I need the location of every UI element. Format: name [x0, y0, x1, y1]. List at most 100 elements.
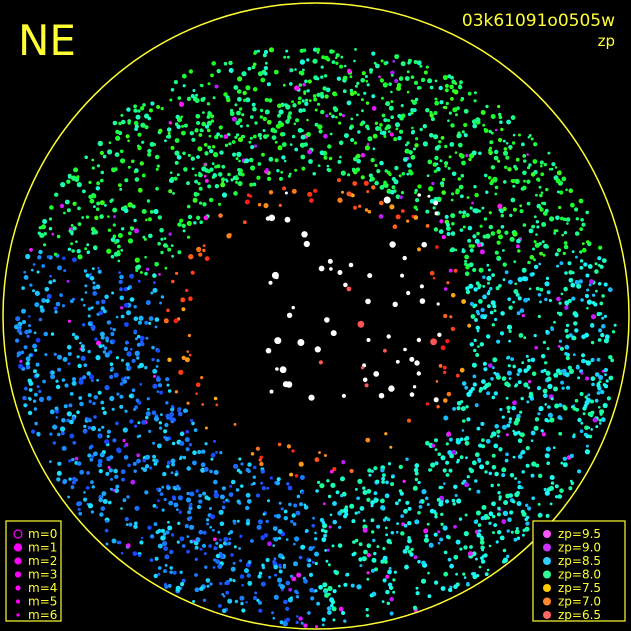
star [288, 172, 292, 176]
star [86, 471, 90, 475]
star [484, 572, 489, 577]
star [167, 584, 172, 588]
star [560, 292, 564, 296]
star [421, 241, 428, 248]
star [423, 70, 428, 75]
star [56, 234, 61, 239]
star [237, 181, 243, 187]
star [160, 535, 166, 541]
star [400, 514, 405, 518]
star [384, 516, 388, 520]
star [149, 558, 154, 562]
star [198, 493, 203, 498]
star [123, 287, 128, 292]
star [540, 160, 544, 165]
star [126, 376, 130, 380]
star [193, 221, 197, 225]
star [385, 101, 391, 107]
star [571, 250, 575, 254]
star [206, 128, 211, 133]
star [503, 500, 508, 505]
star [471, 572, 475, 576]
star [278, 563, 282, 567]
star [186, 181, 190, 186]
star [537, 293, 542, 297]
star [187, 510, 192, 515]
zp-legend: zp=9.5zp=9.0zp=8.5zp=8.0zp=7.5zp=7.0zp=6… [532, 520, 626, 622]
star [397, 113, 402, 119]
star [59, 293, 63, 297]
star [83, 430, 87, 434]
star [141, 173, 146, 178]
star [546, 461, 550, 466]
star [255, 446, 260, 451]
star [194, 128, 199, 133]
star [212, 173, 218, 178]
star [275, 480, 281, 486]
star [144, 320, 149, 325]
star [403, 523, 408, 528]
star [268, 156, 274, 162]
star [382, 555, 388, 561]
star [203, 552, 207, 556]
star [480, 516, 485, 521]
legend-symbol [543, 584, 551, 592]
star [69, 299, 74, 304]
star [94, 215, 99, 220]
star [91, 193, 97, 199]
star [590, 323, 595, 327]
star [486, 382, 492, 387]
star [74, 335, 79, 340]
star [336, 76, 342, 81]
star [265, 557, 270, 563]
legend-symbol [543, 543, 551, 552]
star [177, 222, 182, 227]
star [379, 78, 384, 83]
star [598, 375, 603, 380]
star [57, 265, 62, 271]
star [471, 362, 477, 368]
star [456, 133, 462, 138]
star [277, 536, 282, 540]
star [566, 385, 570, 390]
star [527, 386, 531, 389]
star [220, 494, 225, 500]
star [235, 175, 238, 178]
star [520, 432, 525, 438]
star [327, 585, 333, 592]
star [78, 511, 83, 516]
star [337, 270, 343, 275]
star [351, 519, 356, 524]
star [92, 401, 96, 406]
star [449, 563, 454, 569]
star [23, 345, 28, 350]
star [406, 219, 410, 223]
image-id: 03k61091o0505w [462, 11, 615, 31]
star [335, 53, 340, 58]
star [490, 483, 494, 488]
star [505, 452, 509, 457]
star [238, 107, 243, 111]
star [442, 468, 447, 473]
star [142, 458, 147, 463]
star [441, 190, 447, 195]
star [182, 151, 186, 156]
star [448, 468, 453, 473]
star [253, 144, 258, 148]
star [33, 407, 38, 411]
star [122, 427, 128, 433]
star [516, 413, 521, 419]
star [541, 240, 545, 244]
star [494, 471, 499, 477]
star [96, 340, 101, 346]
star [198, 133, 203, 137]
star [228, 578, 233, 582]
star [460, 98, 464, 102]
star [413, 555, 418, 560]
star [586, 306, 589, 310]
star [385, 533, 388, 537]
star [70, 485, 75, 490]
star [579, 250, 583, 254]
star [198, 252, 203, 257]
